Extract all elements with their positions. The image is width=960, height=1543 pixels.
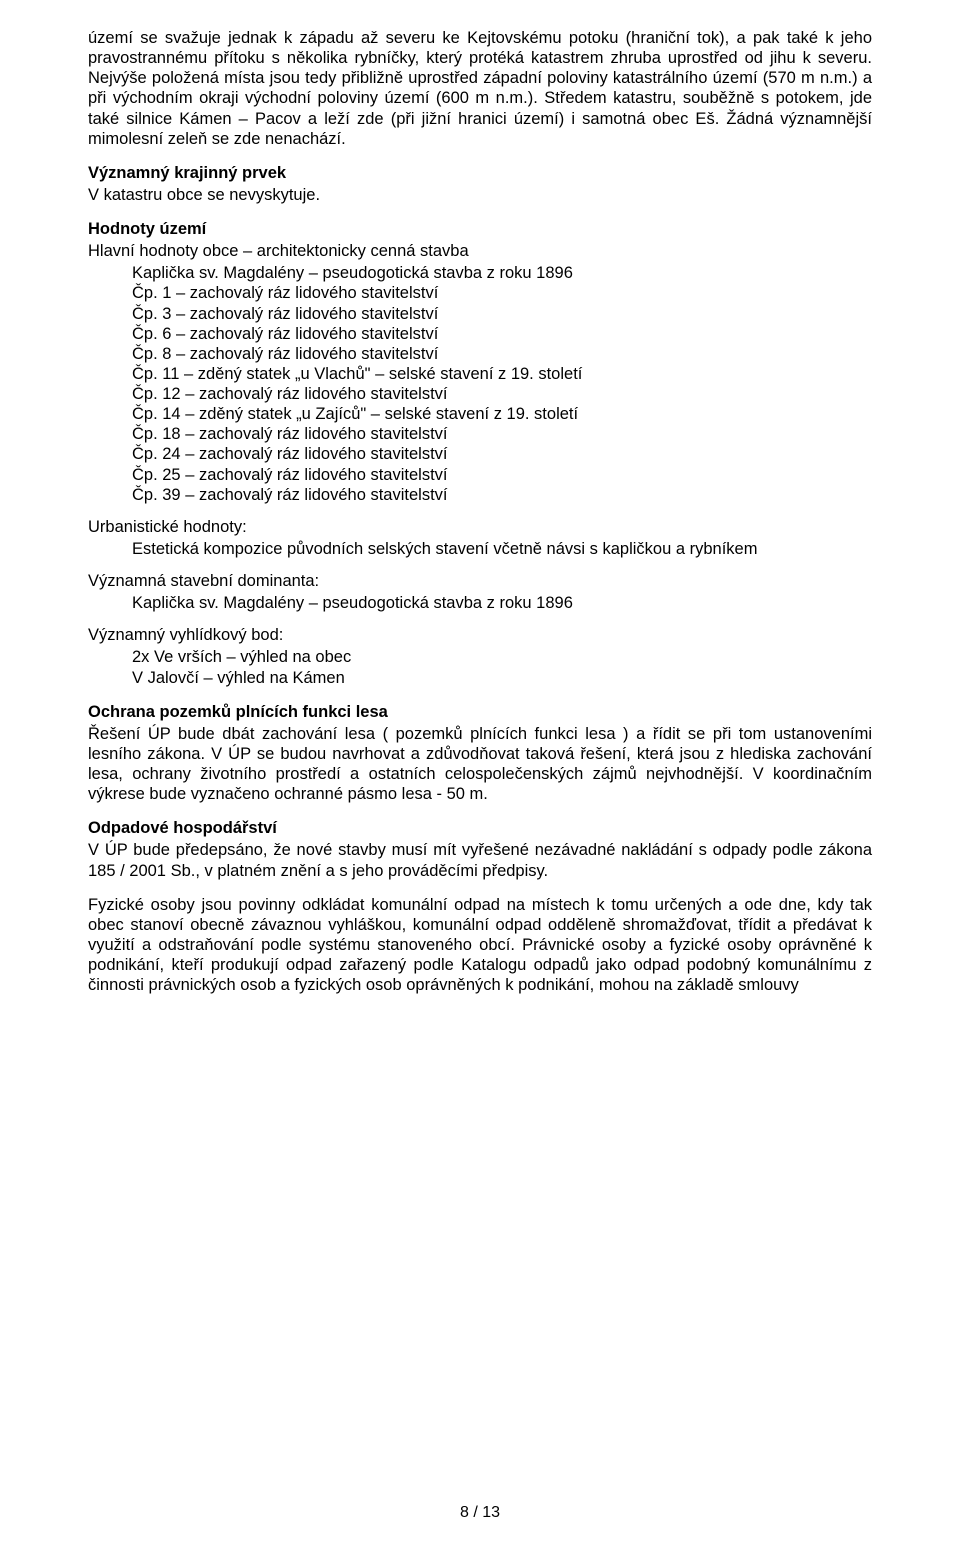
section-title-vyznamny-krajinny-prvek: Významný krajinný prvek bbox=[88, 163, 872, 183]
list-item: Čp. 6 – zachovalý ráz lidového stavitels… bbox=[88, 324, 872, 344]
odpadove-hospodarstvi-para2: Fyzické osoby jsou povinny odkládat komu… bbox=[88, 895, 872, 996]
odpadove-hospodarstvi-para1: V ÚP bude předepsáno, že nové stavby mus… bbox=[88, 840, 872, 880]
urbanisticke-hodnoty-line: Estetická kompozice původních selských s… bbox=[88, 539, 872, 559]
section-title-hodnoty-uzemi: Hodnoty území bbox=[88, 219, 872, 239]
vyznamny-krajinny-prvek-text: V katastru obce se nevyskytuje. bbox=[88, 185, 872, 205]
list-item: Čp. 24 – zachovalý ráz lidového stavitel… bbox=[88, 444, 872, 464]
ochrana-pozemku-text: Řešení ÚP bude dbát zachování lesa ( poz… bbox=[88, 724, 872, 805]
list-item: Čp. 11 – zděný statek „u Vlachů" – selsk… bbox=[88, 364, 872, 384]
list-item: Čp. 18 – zachovalý ráz lidového stavitel… bbox=[88, 424, 872, 444]
list-item: Čp. 1 – zachovalý ráz lidového stavitels… bbox=[88, 283, 872, 303]
list-item: Čp. 39 – zachovalý ráz lidového stavitel… bbox=[88, 485, 872, 505]
list-item: Čp. 12 – zachovalý ráz lidového stavitel… bbox=[88, 384, 872, 404]
list-item: Čp. 8 – zachovalý ráz lidového stavitels… bbox=[88, 344, 872, 364]
section-title-ochrana-pozemku: Ochrana pozemků plnících funkci lesa bbox=[88, 702, 872, 722]
vyhlidkovy-bod-line: 2x Ve vrších – výhled na obec bbox=[88, 647, 872, 667]
hodnoty-uzemi-header: Hlavní hodnoty obce – architektonicky ce… bbox=[88, 241, 872, 261]
intro-paragraph: území se svažuje jednak k západu až seve… bbox=[88, 28, 872, 149]
document-page: území se svažuje jednak k západu až seve… bbox=[0, 0, 960, 1543]
page-number: 8 / 13 bbox=[0, 1503, 960, 1523]
list-item: Čp. 14 – zděný statek „u Zajíců" – selsk… bbox=[88, 404, 872, 424]
section-title-odpadove-hospodarstvi: Odpadové hospodářství bbox=[88, 818, 872, 838]
section-title-vyznamny-vyhlidkovy-bod: Významný vyhlídkový bod: bbox=[88, 625, 872, 645]
section-title-vyznamna-stavebni-dominanta: Významná stavební dominanta: bbox=[88, 571, 872, 591]
vyhlidkovy-bod-line: V Jalovčí – výhled na Kámen bbox=[88, 668, 872, 688]
hodnoty-uzemi-list: Hlavní hodnoty obce – architektonicky ce… bbox=[88, 241, 872, 505]
section-title-urbanisticke-hodnoty: Urbanistické hodnoty: bbox=[88, 517, 872, 537]
vyznamna-stavebni-dominanta-line: Kaplička sv. Magdalény – pseudogotická s… bbox=[88, 593, 872, 613]
list-item: Čp. 25 – zachovalý ráz lidového stavitel… bbox=[88, 465, 872, 485]
list-item: Kaplička sv. Magdalény – pseudogotická s… bbox=[88, 263, 872, 283]
list-item: Čp. 3 – zachovalý ráz lidového stavitels… bbox=[88, 304, 872, 324]
